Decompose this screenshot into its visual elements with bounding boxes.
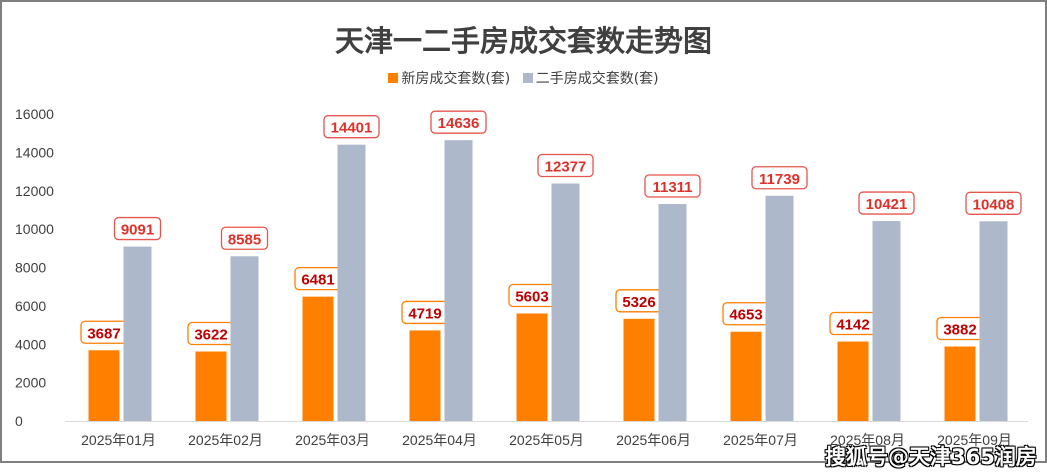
bar-new-house [409,330,441,421]
data-label: 3622 [194,327,227,344]
bar-new-house [944,346,976,421]
legend-item-new: 新房成交套数(套) [388,68,510,88]
data-label-box [751,166,808,190]
legend-swatch-second [522,73,533,83]
data-label-box [113,216,162,241]
data-label: 10421 [866,196,908,213]
bar-second-hand [979,221,1008,421]
data-label-box [323,115,380,139]
data-label: 3882 [943,322,976,339]
data-label: 8585 [228,231,261,248]
y-tick-label: 6000 [15,298,46,314]
bar-second-hand [337,144,366,421]
data-label: 3687 [87,325,120,342]
x-tick-label: 2025年01月 [81,432,156,448]
bar-second-hand [551,183,580,421]
bar-second-hand [658,203,687,421]
y-tick-label: 2000 [15,375,46,391]
data-label: 5326 [622,294,655,311]
bar-new-house [302,296,334,421]
y-tick-label: 4000 [15,336,46,352]
bar-new-house [516,313,548,421]
data-label-box [220,226,269,250]
x-tick-label: 2025年08月 [830,432,905,448]
legend-item-second: 二手房成交套数(套) [522,68,659,88]
bar-new-house [623,318,655,421]
data-label: 4653 [729,307,762,324]
data-label: 4142 [836,317,869,334]
data-label-box [965,191,1022,215]
y-tick-label: 16000 [15,106,54,122]
watermark: 搜狐号@天津365润房 [825,445,1037,469]
bar-new-house [837,341,869,421]
data-label-box [430,110,487,134]
x-tick-label: 2025年04月 [402,432,477,448]
bar-second-hand [230,256,259,421]
y-tick-label: 8000 [15,260,46,276]
data-label: 4719 [408,305,441,322]
chart-title: 天津一二手房成交套数走势图 [334,24,712,58]
legend: 新房成交套数(套) 二手房成交套数(套) [0,68,1047,88]
data-label-box [858,191,915,215]
x-tick-label: 2025年07月 [723,432,798,448]
legend-label-new: 新房成交套数(套) [401,71,511,87]
bar-new-house [195,351,227,421]
legend-swatch-new [388,73,399,83]
x-tick-label: 2025年06月 [616,432,691,448]
data-label: 6481 [301,272,334,289]
y-tick-label: 12000 [15,183,54,199]
x-tick-label: 2025年02月 [188,432,263,448]
bar-second-hand [872,221,901,421]
data-label-box [537,153,594,178]
bar-second-hand [444,140,473,421]
x-tick-label: 2025年09月 [937,432,1012,448]
bar-new-house [88,350,120,421]
data-label: 14636 [438,115,480,132]
data-label: 12377 [545,159,587,176]
x-tick-label: 2025年05月 [509,432,584,448]
bar-second-hand [765,195,794,421]
bar-new-house [730,331,762,421]
data-label: 5603 [515,288,548,305]
y-tick-label: 10000 [15,221,54,237]
data-label: 9091 [121,222,154,239]
data-label-box [644,174,701,198]
y-tick-label: 14000 [15,144,54,160]
data-label: 11311 [652,179,692,196]
legend-label-second: 二手房成交套数(套) [535,71,659,87]
x-tick-label: 2025年03月 [295,432,370,448]
bar-second-hand [123,246,152,421]
data-label: 10408 [973,196,1015,213]
data-label: 14401 [331,120,373,137]
data-label: 11739 [759,171,800,188]
y-tick-label: 0 [15,413,23,429]
